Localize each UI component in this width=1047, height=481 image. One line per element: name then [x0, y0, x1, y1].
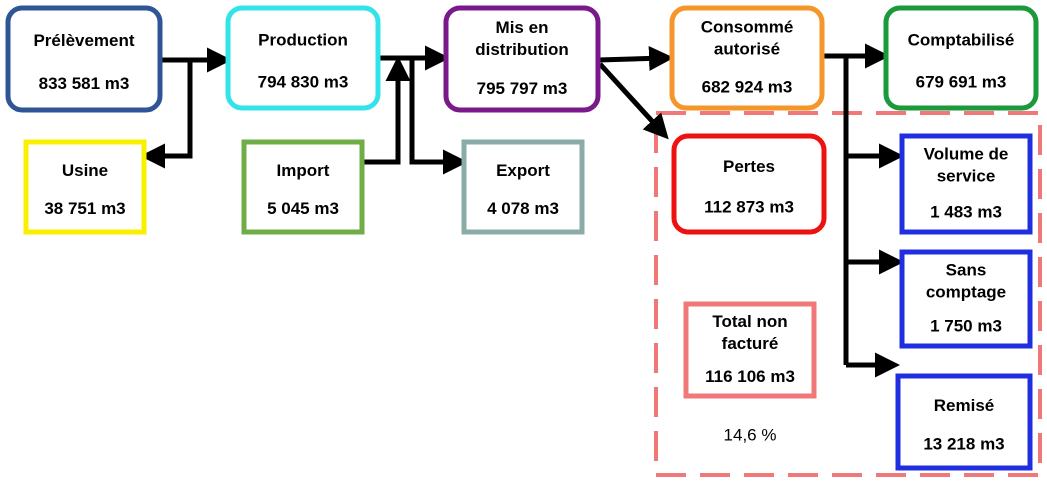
- node: Total non facturé 116 106 m3: [683, 301, 817, 399]
- node-box: [23, 139, 147, 235]
- node-box: [5, 5, 163, 113]
- node-label: Sans: [946, 260, 987, 279]
- node-label: Total non: [712, 312, 787, 331]
- node-label: service: [937, 167, 996, 186]
- node: Production 794 830 m3: [225, 5, 381, 111]
- node: Export 4 078 m3: [461, 139, 585, 235]
- node-value: 1 750 m3: [930, 317, 1002, 336]
- node-box: [671, 133, 827, 235]
- node: Comptabilisé 679 691 m3: [883, 5, 1039, 111]
- node-box: [669, 5, 825, 111]
- node: Volume de service 1 483 m3: [899, 133, 1033, 235]
- node: Consommé autorisé 682 924 m3: [669, 5, 825, 111]
- node-value: 682 924 m3: [702, 77, 793, 96]
- node-value: 116 106 m3: [705, 367, 795, 386]
- node-label: comptage: [926, 282, 1006, 301]
- node-box: [443, 5, 601, 113]
- node-label: Import: [277, 161, 330, 180]
- node-box: [895, 373, 1033, 471]
- arrows: [140, 43, 904, 378]
- node-box: [225, 5, 381, 111]
- node-label: Pertes: [723, 157, 775, 176]
- node-label: Volume de: [924, 145, 1009, 164]
- node-box: [683, 301, 817, 399]
- node-label: Remisé: [934, 396, 994, 415]
- node-label: facturé: [722, 334, 779, 353]
- node-label: distribution: [475, 40, 568, 59]
- node-value: 112 873 m3: [704, 197, 794, 216]
- node: Pertes 112 873 m3: [671, 133, 827, 235]
- node: Sans comptage 1 750 m3: [899, 249, 1033, 349]
- node-box: [461, 139, 585, 235]
- node-box: [899, 133, 1033, 235]
- node-value: 794 830 m3: [258, 72, 349, 91]
- node-label: Comptabilisé: [908, 30, 1015, 49]
- node-value: 795 797 m3: [477, 79, 568, 98]
- node: Usine 38 751 m3: [23, 139, 147, 235]
- node-value: 833 581 m3: [39, 74, 130, 93]
- node-label: Consommé: [701, 17, 794, 36]
- node-label: Prélèvement: [33, 31, 134, 50]
- node-value: 1 483 m3: [930, 202, 1002, 221]
- node-label: Usine: [62, 161, 108, 180]
- node: Import 5 045 m3: [241, 139, 365, 235]
- node-box: [241, 139, 365, 235]
- node: Prélèvement 833 581 m3: [5, 5, 163, 113]
- percentage: 14,6 %: [724, 425, 777, 444]
- node-label: autorisé: [714, 39, 780, 58]
- node-label: Mis en: [496, 18, 549, 37]
- node-box: [883, 5, 1039, 111]
- node-value: 4 078 m3: [487, 199, 559, 218]
- node-value: 679 691 m3: [916, 72, 1007, 91]
- node-value: 38 751 m3: [44, 199, 125, 218]
- node: Remisé 13 218 m3: [895, 373, 1033, 471]
- node-label: Export: [496, 161, 550, 180]
- node-box: [899, 249, 1033, 349]
- node-value: 5 045 m3: [267, 199, 339, 218]
- node-value: 13 218 m3: [923, 434, 1004, 453]
- node-label: Production: [258, 30, 348, 49]
- node: Mis en distribution 795 797 m3: [443, 5, 601, 113]
